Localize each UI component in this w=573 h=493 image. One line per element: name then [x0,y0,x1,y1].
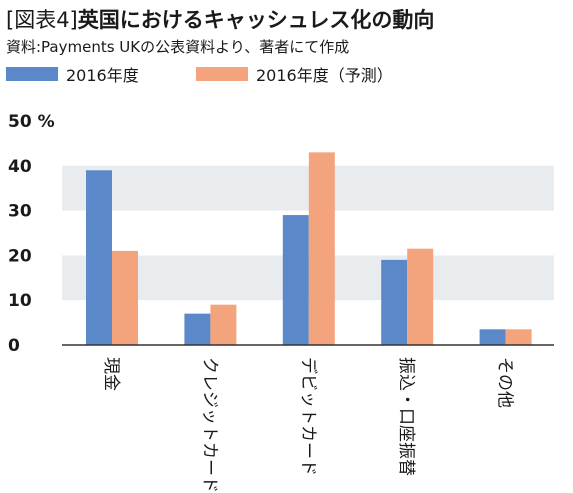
y-tick-label: 10 [8,291,32,311]
bar-2016-forecast [407,248,434,345]
grid-band [62,165,554,211]
source-note: 資料:Payments UKの公表資料より、著者にて作成 [6,38,350,56]
legend-swatch-2016 [6,67,58,81]
category-label: 現金 [101,357,121,391]
category-label: デビットカード [298,357,319,476]
category-label: その他 [495,357,515,408]
bar-2016-forecast [505,329,532,345]
bar-2016-forecast [308,152,335,345]
legend-label-2016-forecast: 2016年度（予測） [256,66,393,85]
category-label: 振込・口座振替 [396,357,416,476]
legend-label-2016: 2016年度 [66,66,139,85]
bar-2016 [86,170,112,345]
y-tick-label: 0 [8,336,20,356]
bar-2016-forecast [112,250,138,345]
y-tick-label: 40 [8,157,32,177]
y-tick-label: 50 % [8,112,55,132]
bar-2016 [479,329,506,345]
y-tick-label: 30 [8,202,32,222]
figure-label: [図表4] [6,8,78,32]
bar-2016 [282,215,309,345]
category-label: クレジットカード [199,357,219,493]
y-tick-label: 20 [8,246,32,266]
figure-title: 英国におけるキャッシュレス化の動向 [77,8,435,32]
legend-item-2016-forecast: 2016年度（予測） [196,62,393,86]
bar-2016-forecast [210,304,237,345]
bar-2016 [381,259,408,345]
chart-title: [図表4]英国におけるキャッシュレス化の動向 [6,4,434,34]
legend-swatch-2016-forecast [196,67,248,81]
bar-2016 [184,313,211,345]
legend-item-2016: 2016年度 [6,62,139,86]
